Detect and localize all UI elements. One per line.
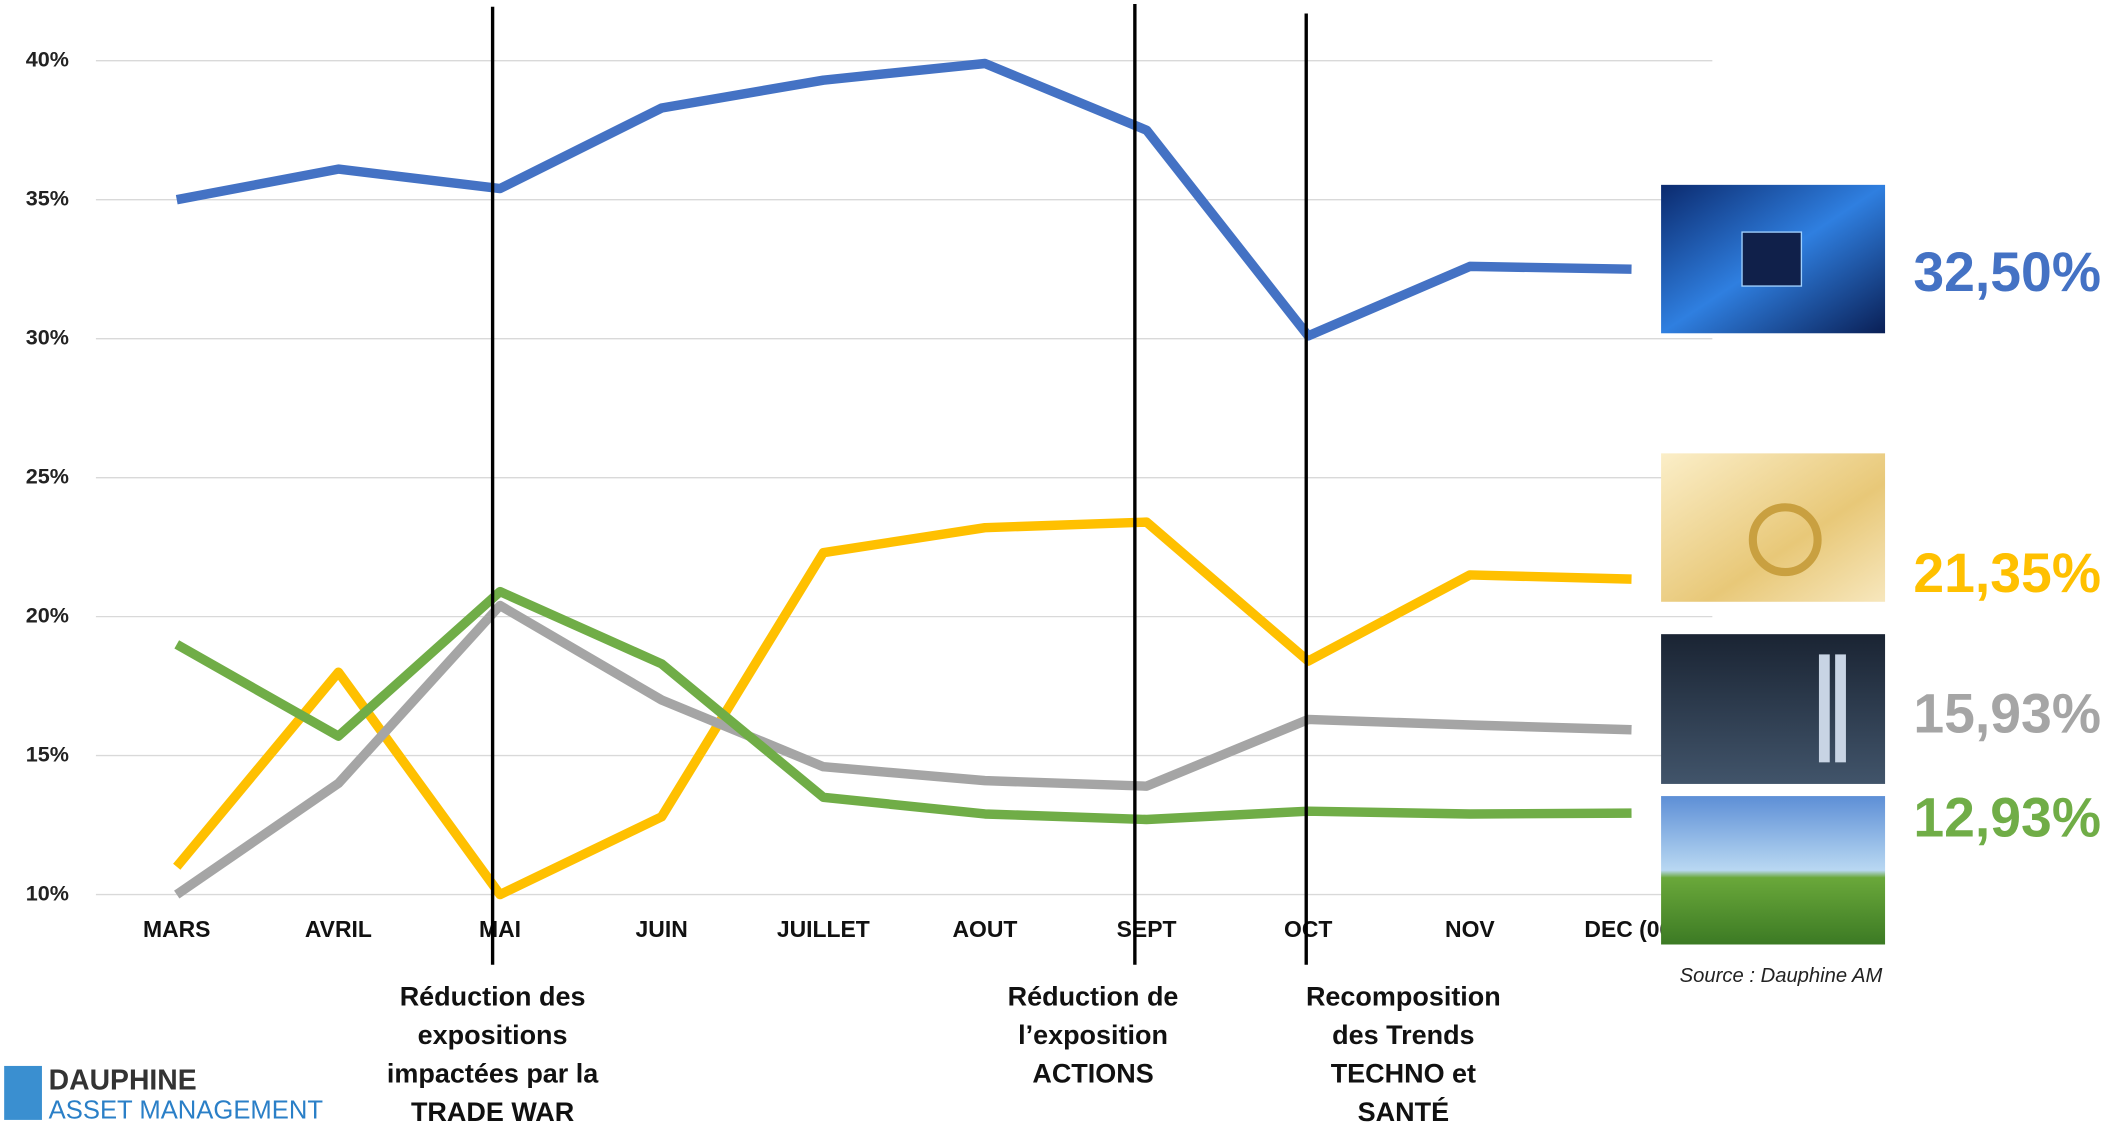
stethoscope-icon — [1748, 503, 1822, 577]
y-tick-label: 35% — [26, 185, 69, 210]
annotation: Réduction des — [400, 982, 586, 1012]
value-label: 32,50% — [1913, 241, 2101, 303]
annotation: TRADE WAR — [411, 1097, 574, 1127]
y-tick-label: 30% — [26, 324, 69, 349]
y-tick-label: 40% — [26, 46, 69, 71]
annotation: TECHNO et — [1331, 1059, 1476, 1089]
logo: DAUPHINE ASSET MANAGEMENT — [4, 1065, 323, 1125]
y-tick-label: 10% — [26, 880, 69, 905]
chip-icon — [1741, 231, 1803, 287]
y-tick-label: 25% — [26, 463, 69, 488]
x-tick-label: AOUT — [952, 916, 1017, 942]
value-label: 21,35% — [1913, 542, 2101, 604]
annotation: SANTÉ — [1358, 1096, 1449, 1127]
x-tick-label: NOV — [1445, 916, 1495, 942]
city-image — [1661, 634, 1886, 784]
x-tick-label: AVRIL — [305, 916, 372, 942]
series-line — [174, 600, 1632, 899]
series-line — [174, 586, 1632, 825]
tower-icon — [1835, 654, 1846, 763]
annotation: Recomposition — [1306, 982, 1501, 1012]
health-image — [1661, 453, 1886, 602]
logo-mark — [4, 1065, 42, 1120]
x-tick-label: SEPT — [1117, 916, 1177, 942]
annotation: des Trends — [1332, 1020, 1474, 1050]
annotation: l’exposition — [1018, 1020, 1168, 1050]
eco-image — [1661, 796, 1886, 945]
series-line — [175, 58, 1632, 341]
logo-line1: DAUPHINE — [49, 1065, 197, 1097]
value-label: 15,93% — [1913, 682, 2101, 744]
x-tick-label: OCT — [1284, 916, 1332, 942]
annotation: ACTIONS — [1032, 1059, 1153, 1089]
x-tick-label: MAI — [479, 916, 521, 942]
value-label: 12,93% — [1913, 786, 2101, 848]
y-tick-label: 20% — [26, 602, 69, 627]
annotation: Réduction de — [1008, 982, 1179, 1012]
x-tick-label: MARS — [143, 916, 211, 942]
x-tick-label: JUIN — [636, 916, 688, 942]
source: Source : Dauphine AM — [1680, 965, 1883, 987]
x-tick-label: JUILLET — [777, 916, 870, 942]
logo-line2: ASSET MANAGEMENT — [49, 1097, 324, 1125]
tower-icon — [1818, 654, 1830, 763]
annotation: impactées par la — [387, 1059, 599, 1089]
annotation: expositions — [418, 1020, 568, 1050]
y-tick-label: 15% — [26, 741, 69, 766]
series-line — [173, 517, 1632, 900]
plot: 10% 15% 20% 25% 30% 35% 40% MARS AVRIL MAI JUIN JUI… — [26, 4, 2101, 1127]
